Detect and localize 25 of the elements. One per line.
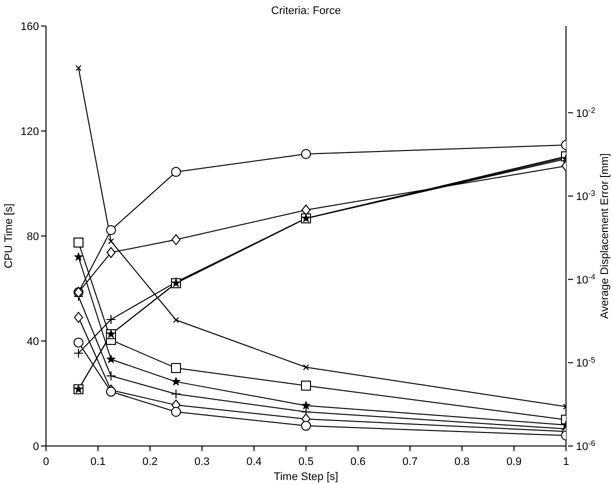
x-tick-label: 0.8 bbox=[454, 456, 470, 468]
y-tick-label: 120 bbox=[20, 126, 39, 138]
x-tick-label: 0.2 bbox=[142, 456, 158, 468]
x-tick-label: 0.6 bbox=[350, 456, 366, 468]
y-tick-label: 160 bbox=[20, 21, 39, 33]
x-tick-label: 0.3 bbox=[194, 456, 210, 468]
y-axis-title: CPU Time [s] bbox=[2, 204, 15, 268]
y2-tick-label: 10$^{-6}$ bbox=[576, 438, 596, 453]
y2-axis-title: Average Displacement Error [mm] bbox=[598, 153, 611, 319]
y2-tick-label: 10$^{-4}$ bbox=[576, 272, 596, 286]
x-tick-label: 0.4 bbox=[246, 456, 262, 468]
x-tick-label: 0 bbox=[42, 456, 50, 468]
x-tick-label: 1 bbox=[562, 456, 570, 468]
x-tick-label: 0.9 bbox=[506, 456, 522, 468]
chart-title: Criteria: Force bbox=[271, 5, 341, 17]
x-tick-label: 0.7 bbox=[402, 456, 418, 468]
y2-tick-label: 10$^{-5}$ bbox=[576, 355, 596, 370]
y2-tick-label: 10$^{-2}$ bbox=[576, 105, 596, 120]
y-tick-label: 0 bbox=[32, 441, 39, 453]
x-tick-label: 0.5 bbox=[298, 456, 314, 468]
y2-tick-label: 10$^{-3}$ bbox=[576, 188, 596, 204]
x-tick-label: 0.1 bbox=[90, 456, 106, 468]
x-axis-title: Time Step [s] bbox=[274, 471, 338, 483]
y-tick-label: 80 bbox=[26, 231, 39, 243]
y-tick-label: 40 bbox=[26, 336, 39, 348]
